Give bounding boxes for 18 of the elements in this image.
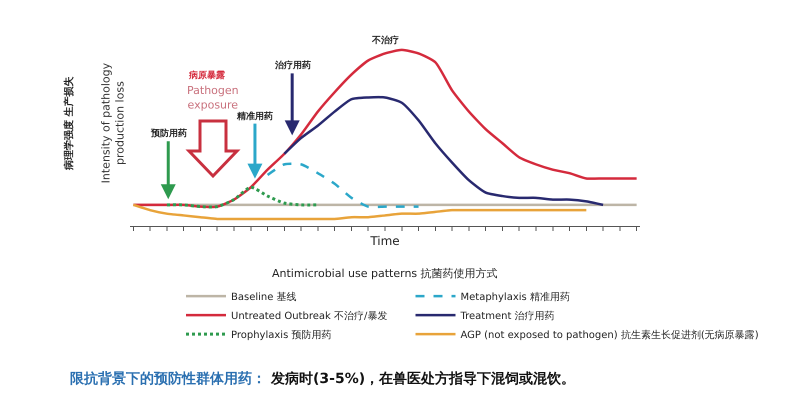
annotation: 预防用药 <box>150 128 187 139</box>
annotation: 精准用药 <box>236 111 273 122</box>
legend-label: Treatment 治疗用药 <box>460 310 555 322</box>
legend-label: Metaphylaxis 精准用药 <box>460 291 570 304</box>
x-axis-title: Time <box>369 234 400 248</box>
legend-label: Prophylaxis 预防用药 <box>231 329 332 342</box>
annotation: Pathogen exposure <box>187 84 239 112</box>
legend-label: AGP (not exposed to pathogen) 抗生素生长促进剂(无病原暴露) <box>460 329 759 342</box>
y-axis-title: Intensity of pathology production loss <box>99 62 127 184</box>
text: 限抗背景下的预防性群体用药： <box>70 370 266 387</box>
text: 发病时(3-5%)，在兽医处方指导下混饲或混饮。 <box>270 370 576 387</box>
annotation: 病原暴露 <box>188 70 225 81</box>
legend-label: Baseline 基线 <box>231 291 297 304</box>
text: 不治疗 <box>371 35 399 46</box>
legend-title: Antimicrobial use patterns 抗菌药使用方式 <box>272 267 498 280</box>
annotation: 治疗用药 <box>274 60 311 71</box>
legend-label: Untreated Outbreak 不治疗/暴发 <box>231 310 388 322</box>
text: 病理学强度 生产损失 <box>62 75 75 171</box>
